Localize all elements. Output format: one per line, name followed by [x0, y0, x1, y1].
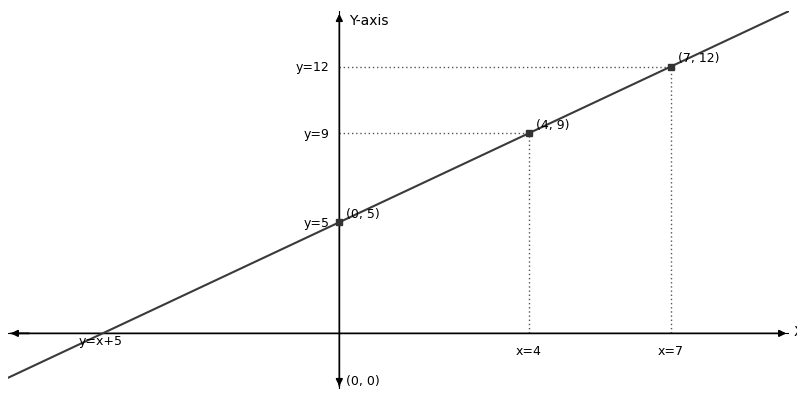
Text: x=7: x=7	[658, 344, 684, 358]
Text: Y-axis: Y-axis	[349, 14, 388, 28]
Text: y=x+5: y=x+5	[79, 335, 123, 348]
Text: (7, 12): (7, 12)	[677, 52, 719, 65]
Text: X-axis: X-axis	[794, 324, 797, 338]
Text: y=9: y=9	[304, 128, 330, 140]
Text: (4, 9): (4, 9)	[536, 119, 569, 132]
Text: x=4: x=4	[516, 344, 542, 358]
Text: y=12: y=12	[296, 61, 330, 74]
Text: (0, 5): (0, 5)	[347, 207, 380, 221]
Text: (0, 0): (0, 0)	[347, 374, 380, 387]
Text: y=5: y=5	[304, 216, 330, 229]
